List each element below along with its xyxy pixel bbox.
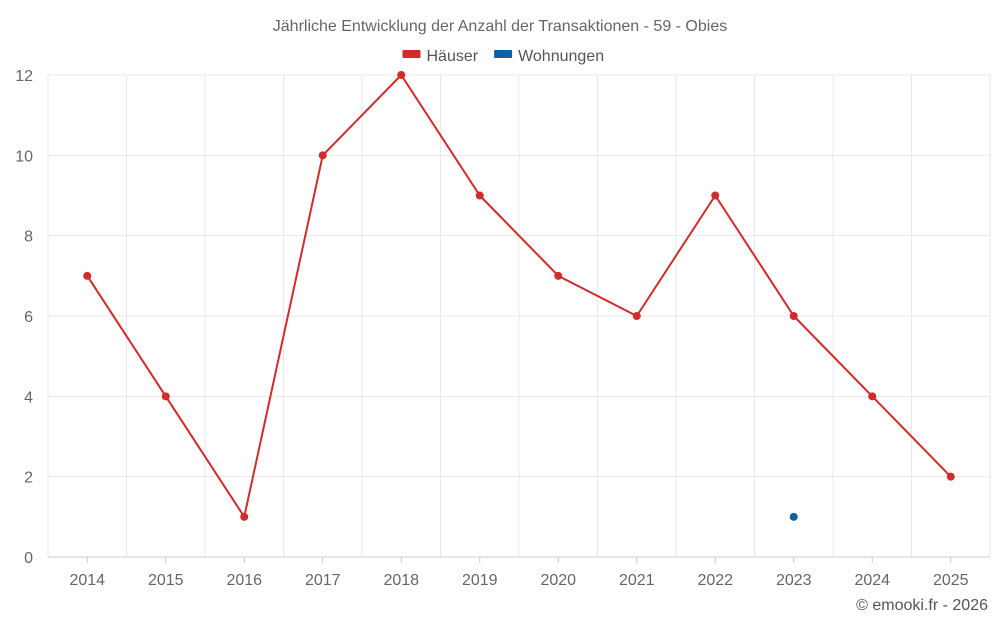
data-point	[789, 512, 798, 521]
data-point	[240, 512, 249, 521]
data-point	[554, 271, 563, 280]
x-tick-label: 2019	[462, 572, 498, 589]
y-tick-label: 6	[24, 309, 33, 326]
y-tick-label: 12	[15, 68, 33, 85]
x-tick-label: 2020	[540, 572, 576, 589]
legend: Häuser Wohnungen	[402, 48, 604, 65]
x-tick-label: 2018	[383, 572, 419, 589]
legend-swatch	[494, 50, 513, 58]
data-point	[397, 71, 406, 79]
data-point	[83, 271, 92, 280]
x-tick-label: 2024	[854, 572, 890, 589]
data-point	[946, 472, 955, 481]
x-tick-label: 2025	[933, 572, 969, 589]
data-point	[711, 191, 720, 200]
legend-item-wohnungen: Wohnungen	[494, 48, 604, 65]
legend-label: Häuser	[427, 48, 479, 65]
data-point	[475, 191, 484, 200]
x-tick-label: 2021	[619, 572, 655, 589]
chart-title: Jährliche Entwicklung der Anzahl der Tra…	[273, 18, 727, 35]
data-point	[789, 312, 798, 320]
legend-swatch	[402, 50, 421, 58]
axes: 0 2 4 6 8 10 12 2014 2015 2016 2017 2018 2019 2020 202…	[15, 68, 990, 589]
y-tick-label: 8	[24, 229, 33, 246]
series-haeuser	[83, 71, 955, 521]
data-point	[161, 392, 170, 401]
y-tick-label: 10	[15, 148, 33, 165]
series-wohnungen	[789, 512, 798, 521]
x-tick-label: 2016	[226, 572, 262, 589]
y-tick-label: 4	[24, 389, 33, 406]
legend-label: Wohnungen	[518, 48, 604, 65]
x-tick-label: 2015	[148, 572, 184, 589]
x-tick-label: 2023	[776, 572, 812, 589]
credit-text: © emooki.fr - 2026	[856, 597, 988, 614]
series-line	[86, 74, 952, 518]
data-point	[868, 392, 877, 401]
y-tick-label: 0	[24, 550, 33, 567]
legend-item-haeuser: Häuser	[402, 48, 479, 65]
data-point	[318, 151, 327, 160]
data-point	[632, 312, 641, 320]
x-tick-label: 2017	[305, 572, 341, 589]
x-tick-label: 2022	[697, 572, 733, 589]
y-tick-label: 2	[24, 470, 33, 487]
grid	[47, 74, 991, 557]
series	[83, 71, 955, 521]
x-tick-label: 2014	[69, 572, 105, 589]
